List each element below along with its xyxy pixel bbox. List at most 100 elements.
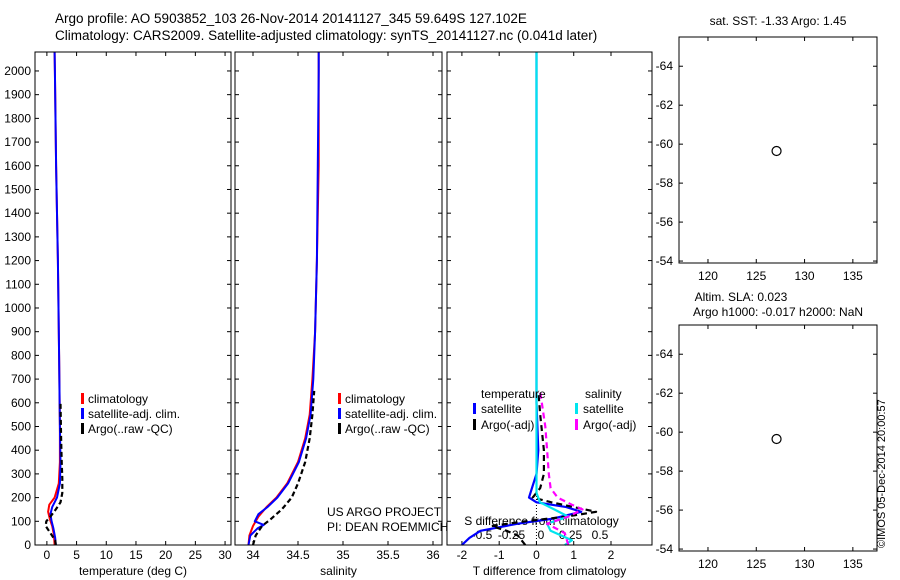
temperature-xtick-label: 20 — [159, 548, 173, 562]
sla-map-subtitle: Argo h1000: -0.017 h2000: NaN — [693, 305, 863, 319]
sst_map-xtick-label: 135 — [843, 269, 863, 283]
salinity-diff-tick-label: 0.5 — [592, 528, 609, 542]
depth-tick-label: 1000 — [4, 301, 31, 315]
salinity-diff-tick-label: 0.25 — [559, 528, 583, 542]
legend-label: satellite — [481, 402, 522, 416]
depth-tick-label: 1200 — [4, 254, 31, 268]
depth-tick-label: 1700 — [4, 135, 31, 149]
sla_map-xtick-label: 135 — [843, 557, 863, 571]
legend-swatch — [575, 403, 578, 414]
salinity-xlabel: salinity — [320, 564, 357, 578]
salinity-diff-tick-label: 0 — [538, 528, 545, 542]
depth-tick-label: 1100 — [5, 277, 31, 291]
depth-tick-label: 1900 — [4, 88, 31, 102]
difference-xtick-label: 1 — [570, 548, 577, 562]
argo-position-marker — [771, 145, 782, 157]
depth-tick-label: 800 — [11, 348, 31, 362]
legend-swatch — [338, 393, 341, 404]
temperature-xlabel: temperature (deg C) — [79, 564, 187, 578]
series-salinity-satellite — [535, 52, 574, 546]
temperature-frame — [34, 51, 232, 546]
depth-tick-label: 1400 — [4, 206, 31, 220]
salinity-frame — [234, 51, 443, 546]
depth-tick-label: 1600 — [4, 159, 31, 173]
series-temperature-satellite — [461, 52, 583, 546]
depth-tick-label: 100 — [11, 514, 31, 528]
sla_map-ytick-label: -60 — [656, 425, 674, 439]
salinity-xtick-label: 34 — [246, 548, 260, 562]
depth-tick-label: 1300 — [4, 230, 31, 244]
temperature-xtick-label: 25 — [189, 548, 203, 562]
sst_map-ytick-label: -64 — [656, 59, 674, 73]
legend-label: satellite — [583, 402, 624, 416]
title-line-1: Argo profile: AO 5903852_103 26-Nov-2014… — [55, 11, 527, 26]
salinity-xtick-label: 35.5 — [376, 548, 400, 562]
project-annotation: US ARGO PROJECT — [327, 505, 442, 519]
depth-tick-label: 1800 — [4, 111, 31, 125]
sla_map-ytick-label: -62 — [656, 386, 674, 400]
argo-position-marker — [771, 433, 782, 445]
sst_map-panel: 120 125 130 135 -54 -56 -58 -60 -62 -64 — [656, 37, 877, 283]
sla_map-panel: 120 125 130 135 -54 -56 -58 -60 -62 -64 — [656, 325, 877, 571]
legend-swatch — [473, 419, 476, 430]
sst_map-xtick-label: 120 — [698, 269, 718, 283]
salinity-xtick-label: 34.5 — [286, 548, 310, 562]
series-climatology — [247, 52, 320, 546]
legend-swatch — [81, 423, 84, 434]
legend-label: climatology — [345, 392, 405, 406]
legend-swatch — [575, 419, 578, 430]
legend-label: Argo(-adj) — [481, 418, 534, 432]
legend-group-temperature: temperature — [481, 387, 546, 401]
legend-swatch — [81, 408, 84, 419]
difference-xtick-label: 0 — [533, 548, 540, 562]
sst_map-ytick-label: -54 — [656, 254, 674, 268]
depth-tick-label: 2000 — [4, 64, 31, 78]
difference-xtick-label: 2 — [608, 548, 615, 562]
salinity-panel: 34 34.5 35 35.5 36 salinity climatologysatelli… — [235, 52, 448, 578]
imos-credit: ©IMOS 05-Dec-2014 20:00:57 — [876, 399, 888, 548]
depth-tick-label: 300 — [11, 467, 31, 481]
legend-label: satellite-adj. clim. — [88, 407, 180, 421]
sst_map-frame — [678, 36, 878, 264]
sst-map-title: sat. SST: -1.33 Argo: 1.45 — [710, 14, 847, 28]
difference-xtick-label: -2 — [457, 548, 468, 562]
sla_map-xtick-label: 125 — [746, 557, 766, 571]
sla_map-xtick-label: 130 — [795, 557, 815, 571]
sla_map-ytick-label: -56 — [656, 503, 674, 517]
legend-label: Argo(-adj) — [583, 418, 636, 432]
temperature-xtick-label: 10 — [100, 548, 114, 562]
legend-swatch — [81, 393, 84, 404]
depth-tick-label: 400 — [11, 443, 31, 457]
difference-xtick-label: -1 — [494, 548, 505, 562]
sst_map-ytick-label: -60 — [656, 137, 674, 151]
legend-swatch — [473, 403, 476, 414]
series-satellite-adj — [49, 51, 62, 546]
sst_map-ytick-label: -56 — [656, 215, 674, 229]
legend-label: Argo(..raw -QC) — [345, 422, 430, 436]
sla_map-ytick-label: -58 — [656, 464, 674, 478]
series-argo-raw — [251, 390, 316, 546]
salinity-xtick-label: 35 — [336, 548, 350, 562]
depth-tick-label: 1500 — [4, 182, 31, 196]
legend-label: climatology — [88, 392, 148, 406]
depth-tick-label: 0 — [24, 538, 31, 552]
legend-group-salinity: salinity — [585, 387, 622, 401]
title-line-2: Climatology: CARS2009. Satellite-adjuste… — [55, 28, 598, 43]
sla_map-xtick-label: 120 — [698, 557, 718, 571]
legend-label: satellite-adj. clim. — [345, 407, 437, 421]
sla_map-frame — [678, 324, 878, 552]
legend-label: Argo(..raw -QC) — [88, 422, 173, 436]
sla-map-title: Altim. SLA: 0.023 — [695, 290, 788, 304]
depth-tick-label: 900 — [11, 325, 31, 339]
salinity-xtick-label: 36 — [426, 548, 440, 562]
sla_map-ytick-label: -54 — [656, 542, 674, 556]
series-temperature-argo-adj- — [490, 390, 598, 546]
sla_map-ytick-label: -64 — [656, 347, 674, 361]
depth-tick-label: 700 — [11, 372, 31, 386]
sst_map-xtick-label: 125 — [746, 269, 766, 283]
legend-swatch — [338, 408, 341, 419]
difference-xlabel: T difference from climatology — [473, 564, 627, 578]
depth-tick-label: 500 — [11, 419, 31, 433]
depth-tick-label: 600 — [11, 396, 31, 410]
